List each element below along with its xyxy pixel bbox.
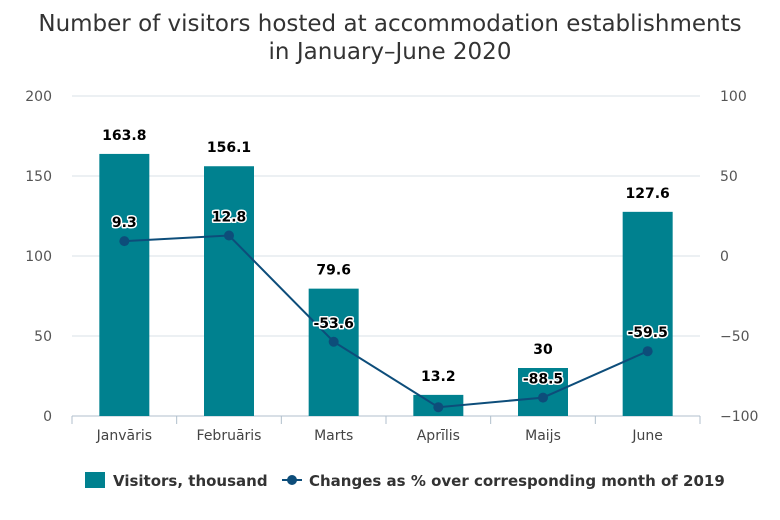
x-axis-tick-label: Aprīlis [417, 428, 460, 444]
x-axis-tick-label: Maijs [525, 428, 561, 444]
bar-layer [99, 153, 673, 417]
line-point [642, 346, 653, 357]
right-axis-tick-label: 100 [720, 89, 747, 105]
bar [622, 211, 673, 416]
left-axis-tick-label: 100 [25, 249, 52, 265]
legend-line-marker [287, 475, 297, 485]
right-axis-tick-label: 50 [720, 169, 738, 185]
line-point [433, 402, 444, 413]
right-axis-tick-label: −100 [720, 409, 758, 425]
line-data-label: -59.5 [627, 325, 667, 341]
line-data-label: 12.8 [212, 210, 247, 226]
legend-bar-swatch [85, 472, 105, 488]
left-axis-tick-label: 150 [25, 169, 52, 185]
left-axis-tick-label: 200 [25, 89, 52, 105]
label-layer: 163.8 156.1 79.6 13.2 30 127.6 9.3 12.8 -53.6 -88… [102, 128, 670, 389]
bar-data-label: 163.8 [102, 128, 146, 144]
legend-line-label: Changes as % over corresponding month of… [309, 472, 725, 490]
bar-data-label: 30 [533, 342, 553, 358]
chart-title-line-1: Number of visitors hosted at accommodati… [38, 11, 741, 37]
bar-data-label: 79.6 [316, 263, 351, 279]
line-point [538, 392, 548, 403]
bar-data-label: 13.2 [421, 369, 456, 385]
legend: Visitors, thousand Changes as % over cor… [85, 472, 725, 490]
left-axis-tick-label: 50 [34, 329, 52, 345]
left-axis-tick-label: 0 [43, 409, 52, 425]
bar [99, 153, 150, 417]
x-axis-tick-label: Janvāris [96, 428, 152, 444]
bar [518, 368, 568, 416]
line-data-label: -53.6 [313, 316, 353, 332]
chart-title-line-2: in January–June 2020 [269, 39, 512, 65]
line-data-label: 9.3 [112, 215, 137, 231]
line-point [224, 230, 234, 241]
line-point [328, 336, 339, 347]
bar [204, 166, 254, 416]
line-layer [119, 230, 653, 413]
x-axis-tick-label: Marts [314, 428, 353, 444]
line-series [124, 234, 649, 409]
bar-data-label: 156.1 [207, 140, 251, 156]
line-point [119, 236, 130, 247]
grid-layer: 0 −100 50 −50 100 0 150 50 200 100 Janvāris Februār… [25, 89, 758, 444]
bar-data-label: 127.6 [626, 186, 670, 202]
x-axis-tick-label: June [631, 428, 663, 444]
x-axis-tick-label: Februāris [197, 428, 262, 444]
right-axis-tick-label: −50 [720, 329, 750, 345]
legend-bar-label: Visitors, thousand [113, 472, 268, 490]
line-data-label: -88.5 [523, 372, 563, 388]
right-axis-tick-label: 0 [720, 249, 729, 265]
